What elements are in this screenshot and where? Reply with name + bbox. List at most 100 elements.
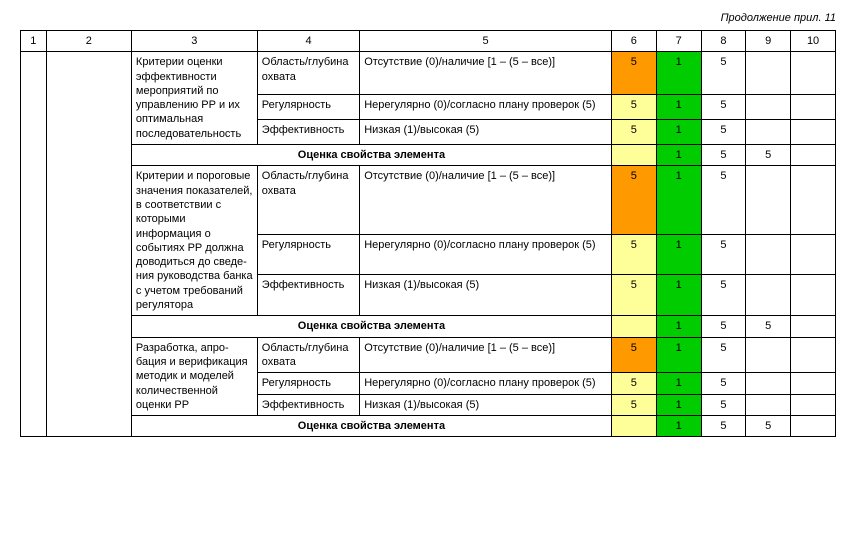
cell-criteria-label: Область/глуби­на охвата	[257, 337, 359, 373]
cell-criteria-label: Регулярность	[257, 373, 359, 394]
cell-criteria-desc: Отсутствие (0)/наличие [1 – (5 – все)]	[360, 166, 612, 234]
cell-v7: 1	[656, 373, 701, 394]
table-summary-row: Оценка свойства элемента 1 5 5	[21, 416, 836, 437]
table-row: Разработка, апро­бация и верифи­кация ме…	[21, 337, 836, 373]
cell-v10	[791, 234, 836, 275]
cell-v8: 5	[701, 416, 746, 437]
table-row: Критерии оцен­ки эффективно­сти мероприя…	[21, 52, 836, 94]
cell-v7: 1	[656, 52, 701, 94]
cell-v7: 1	[656, 145, 701, 166]
cell-col3: Разработка, апро­бация и верифи­кация ме…	[131, 337, 257, 415]
cell-v8: 5	[701, 394, 746, 415]
col-head-9: 9	[746, 31, 791, 52]
cell-col3: Критерии оцен­ки эффективно­сти мероприя…	[131, 52, 257, 145]
summary-label: Оценка свойства элемента	[131, 416, 611, 437]
cell-v6	[611, 145, 656, 166]
table-summary-row: Оценка свойства элемента 1 5 5	[21, 316, 836, 337]
col-head-5: 5	[360, 31, 612, 52]
cell-v8: 5	[701, 166, 746, 234]
cell-v10	[791, 373, 836, 394]
cell-v10	[791, 166, 836, 234]
cell-v8: 5	[701, 373, 746, 394]
summary-label: Оценка свойства элемента	[131, 145, 611, 166]
cell-v9	[746, 94, 791, 119]
cell-v6: 5	[611, 166, 656, 234]
cell-v6: 5	[611, 373, 656, 394]
cell-criteria-label: Эффективность	[257, 394, 359, 415]
cell-v10	[791, 94, 836, 119]
cell-v8: 5	[701, 94, 746, 119]
cell-v9	[746, 52, 791, 94]
cell-v7: 1	[656, 94, 701, 119]
cell-v7: 1	[656, 316, 701, 337]
cell-criteria-label: Область/глуби­на охвата	[257, 52, 359, 94]
col-head-6: 6	[611, 31, 656, 52]
cell-v8: 5	[701, 52, 746, 94]
cell-v9	[746, 337, 791, 373]
cell-v6: 5	[611, 119, 656, 144]
cell-v8: 5	[701, 119, 746, 144]
cell-v9	[746, 166, 791, 234]
cell-criteria-desc: Отсутствие (0)/наличие [1 – (5 – все)]	[360, 337, 612, 373]
cell-v10	[791, 119, 836, 144]
cell-criteria-label: Область/глуби­на охвата	[257, 166, 359, 234]
cell-v7: 1	[656, 416, 701, 437]
cell-v9	[746, 234, 791, 275]
cell-criteria-label: Эффективность	[257, 275, 359, 316]
cell-v9	[746, 394, 791, 415]
cell-v7: 1	[656, 119, 701, 144]
cell-v6: 5	[611, 394, 656, 415]
col-head-7: 7	[656, 31, 701, 52]
cell-v6: 5	[611, 337, 656, 373]
cell-v7: 1	[656, 275, 701, 316]
summary-label: Оценка свойства элемента	[131, 316, 611, 337]
cell-criteria-desc: Нерегулярно (0)/согласно плану про­верок…	[360, 234, 612, 275]
cell-col1	[21, 52, 47, 437]
cell-criteria-desc: Низкая (1)/высокая (5)	[360, 119, 612, 144]
cell-col2	[46, 52, 131, 437]
cell-v6	[611, 416, 656, 437]
cell-v8: 5	[701, 275, 746, 316]
col-head-3: 3	[131, 31, 257, 52]
cell-v9	[746, 119, 791, 144]
cell-v8: 5	[701, 337, 746, 373]
cell-criteria-desc: Низкая (1)/высокая (5)	[360, 394, 612, 415]
cell-criteria-label: Регулярность	[257, 94, 359, 119]
cell-v9: 5	[746, 316, 791, 337]
cell-v6: 5	[611, 94, 656, 119]
continuation-note: Продолжение прил. 11	[20, 12, 836, 24]
table-row: Критерии и по­роговые значе­ния показате…	[21, 166, 836, 234]
cell-criteria-desc: Нерегулярно (0)/согласно плану про­верок…	[360, 94, 612, 119]
cell-v7: 1	[656, 337, 701, 373]
cell-v10	[791, 52, 836, 94]
cell-v6: 5	[611, 52, 656, 94]
col-head-8: 8	[701, 31, 746, 52]
cell-v10	[791, 275, 836, 316]
cell-v6: 5	[611, 234, 656, 275]
cell-criteria-desc: Низкая (1)/высокая (5)	[360, 275, 612, 316]
cell-v7: 1	[656, 166, 701, 234]
cell-v8: 5	[701, 145, 746, 166]
col-head-4: 4	[257, 31, 359, 52]
cell-v7: 1	[656, 234, 701, 275]
table-summary-row: Оценка свойства элемента 1 5 5	[21, 145, 836, 166]
cell-v10	[791, 316, 836, 337]
cell-criteria-desc: Нерегулярно (0)/согласно плану про­верок…	[360, 373, 612, 394]
cell-v10	[791, 394, 836, 415]
cell-v9: 5	[746, 145, 791, 166]
cell-criteria-desc: Отсутствие (0)/наличие [1 – (5 – все)]	[360, 52, 612, 94]
cell-v6: 5	[611, 275, 656, 316]
cell-v8: 5	[701, 316, 746, 337]
cell-v9	[746, 275, 791, 316]
table-header-row: 1 2 3 4 5 6 7 8 9 10	[21, 31, 836, 52]
cell-v10	[791, 337, 836, 373]
cell-v8: 5	[701, 234, 746, 275]
cell-v10	[791, 416, 836, 437]
cell-v9: 5	[746, 416, 791, 437]
cell-v7: 1	[656, 394, 701, 415]
cell-v9	[746, 373, 791, 394]
col-head-10: 10	[791, 31, 836, 52]
cell-criteria-label: Регулярность	[257, 234, 359, 275]
cell-v6	[611, 316, 656, 337]
col-head-2: 2	[46, 31, 131, 52]
